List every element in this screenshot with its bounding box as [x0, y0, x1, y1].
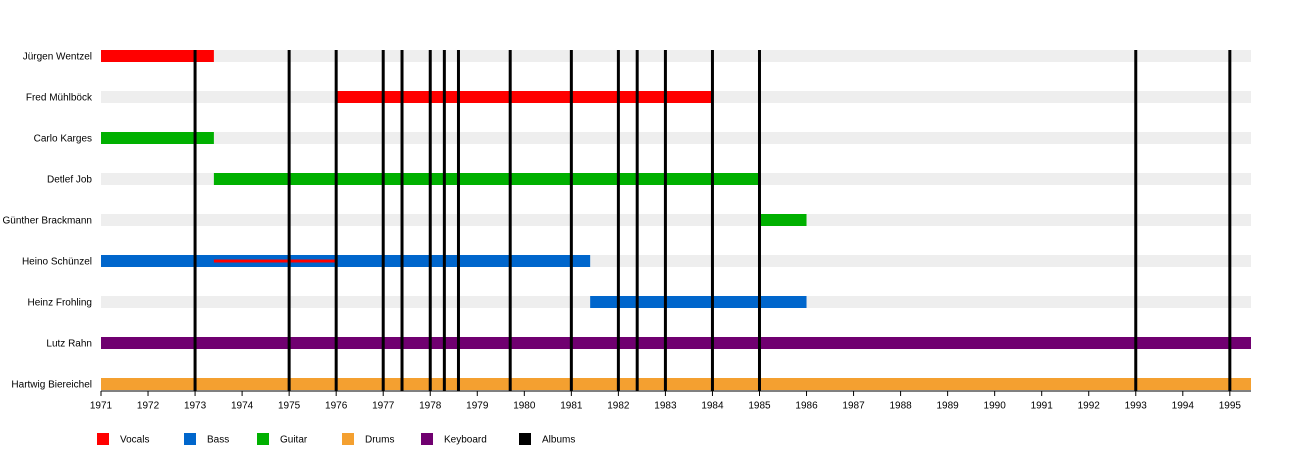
x-tick-label: 1990 [984, 401, 1007, 412]
legend-label: Drums [365, 435, 394, 446]
x-tick-label: 1992 [1078, 401, 1101, 412]
legend-label: Vocals [120, 435, 149, 446]
membership-bar [336, 91, 713, 103]
x-tick-label: 1979 [466, 401, 489, 412]
x-tick-label: 1971 [90, 401, 113, 412]
membership-bar [213, 173, 760, 185]
legend-swatch [519, 433, 531, 445]
x-tick-label: 1983 [654, 401, 677, 412]
x-tick-label: 1978 [419, 401, 442, 412]
member-label: Detlef Job [47, 175, 92, 186]
row-band [101, 214, 1251, 226]
legend-label: Albums [542, 435, 575, 446]
membership-bar [101, 337, 1251, 349]
member-label: Carlo Karges [34, 134, 92, 145]
x-tick-label: 1972 [137, 401, 160, 412]
row-band [101, 132, 1251, 144]
legend-label: Guitar [280, 435, 308, 446]
x-tick-label: 1977 [372, 401, 395, 412]
legend-swatch [342, 433, 354, 445]
x-tick-label: 1975 [278, 401, 301, 412]
membership-bar [101, 132, 214, 144]
x-tick-label: 1987 [842, 401, 865, 412]
legend-swatch [184, 433, 196, 445]
x-tick-label: 1993 [1125, 401, 1148, 412]
membership-bar [759, 214, 807, 226]
legend-swatch [97, 433, 109, 445]
member-label: Fred Mühlböck [26, 93, 93, 104]
x-tick-label: 1982 [607, 401, 630, 412]
x-tick-label: 1981 [560, 401, 583, 412]
legend-label: Bass [207, 435, 229, 446]
x-tick-label: 1986 [795, 401, 818, 412]
x-tick-label: 1989 [937, 401, 960, 412]
x-tick-label: 1976 [325, 401, 348, 412]
x-tick-label: 1984 [701, 401, 724, 412]
x-tick-label: 1991 [1031, 401, 1054, 412]
legend-swatch [421, 433, 433, 445]
legend-swatch [257, 433, 269, 445]
membership-bar [213, 259, 337, 263]
x-tick-label: 1995 [1219, 401, 1242, 412]
x-tick-label: 1988 [889, 401, 912, 412]
x-tick-label: 1974 [231, 401, 254, 412]
member-label: Günther Brackmann [3, 216, 93, 227]
member-label: Lutz Rahn [46, 339, 92, 350]
x-tick-label: 1994 [1172, 401, 1195, 412]
member-label: Hartwig Biereichel [11, 380, 92, 391]
x-tick-label: 1985 [748, 401, 771, 412]
membership-bar [590, 296, 807, 308]
x-tick-label: 1973 [184, 401, 207, 412]
membership-bar [101, 378, 1251, 390]
row-band [101, 50, 1251, 62]
legend-label: Keyboard [444, 435, 487, 446]
membership-bar [101, 50, 214, 62]
member-label: Heinz Frohling [28, 298, 92, 309]
member-label: Jürgen Wentzel [23, 52, 92, 63]
membership-bar [101, 255, 591, 267]
member-label: Heino Schünzel [22, 257, 92, 268]
x-tick-label: 1980 [513, 401, 536, 412]
